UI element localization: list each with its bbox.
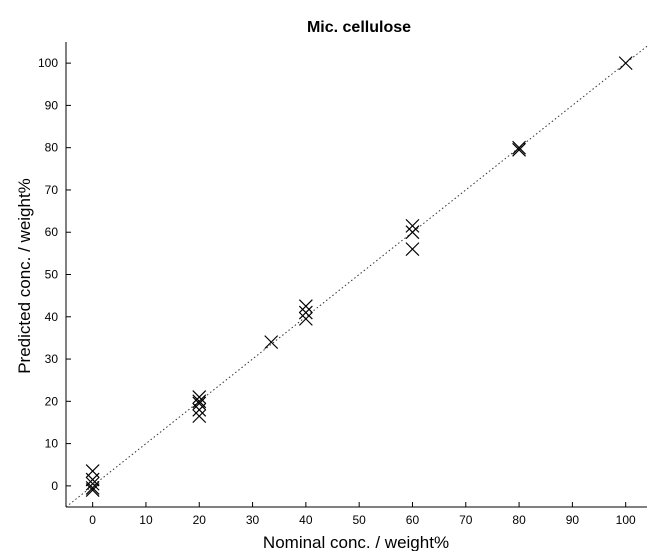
data-point: [192, 390, 207, 405]
data-point: [405, 218, 420, 233]
y-tick-label: 60: [45, 225, 59, 239]
data-point: [85, 483, 100, 498]
x-tick-label: 80: [512, 513, 526, 527]
y-tick-label: 80: [45, 141, 59, 155]
y-tick-label: 100: [38, 56, 58, 70]
data-point: [264, 335, 279, 350]
data-point: [512, 140, 526, 155]
data-point: [618, 56, 633, 71]
x-tick-label: 50: [352, 513, 366, 527]
data-point: [405, 225, 420, 240]
x-tick-label: 10: [139, 513, 153, 527]
data-point: [298, 299, 313, 314]
data-point: [405, 242, 420, 257]
data-point: [85, 481, 100, 495]
x-tick-label: 0: [89, 513, 96, 527]
y-tick-label: 20: [45, 394, 59, 408]
data-points: [85, 56, 633, 498]
x-tick-label: 40: [299, 513, 313, 527]
x-tick-label: 90: [566, 513, 580, 527]
chart-title: Mic. cellulose: [307, 19, 411, 36]
y-tick-label: 10: [45, 437, 59, 451]
data-point: [192, 402, 207, 417]
x-tick-label: 20: [193, 513, 207, 527]
data-point: [298, 311, 313, 326]
data-point: [512, 142, 526, 157]
y-axis-label: Predicted conc. / weight%: [15, 178, 34, 374]
x-tick-label: 100: [616, 513, 636, 527]
data-point: [298, 305, 313, 320]
x-tick-label: 60: [406, 513, 420, 527]
x-axis-label: Nominal conc. / weight%: [263, 533, 449, 551]
axes: 0 10 20 30 40 50 60 70 80 90 100 0 10 20 30 40 50 60 70 80 9…: [38, 42, 647, 527]
x-tick-label: 30: [246, 513, 260, 527]
data-point: [192, 409, 207, 424]
data-point: [192, 396, 207, 411]
y-tick-label: 90: [45, 98, 59, 112]
x-tick-label: 70: [459, 513, 473, 527]
y-tick-label: 30: [45, 352, 59, 366]
y-tick-label: 40: [45, 310, 59, 324]
y-tick-label: 0: [51, 479, 58, 493]
y-tick-label: 70: [45, 183, 59, 197]
y-tick-label: 50: [45, 268, 59, 282]
data-point: [85, 476, 100, 491]
